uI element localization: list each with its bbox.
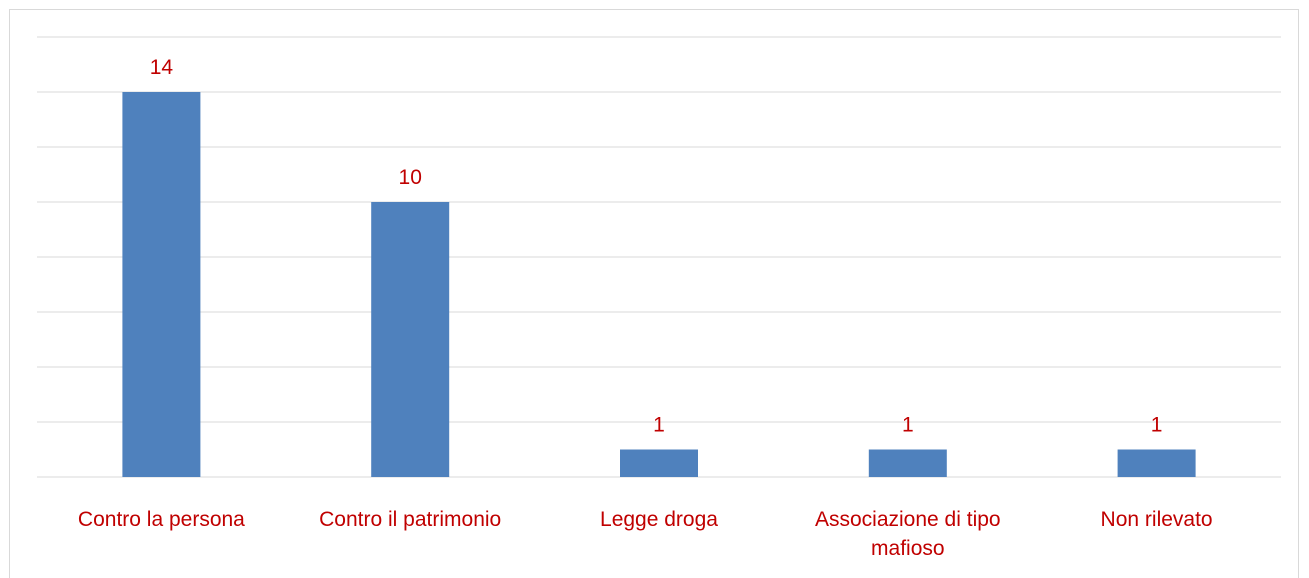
data-label: 1 bbox=[902, 414, 914, 437]
x-tick-label: Associazione di tipo mafioso bbox=[814, 508, 1001, 560]
x-tick-label: Contro la persona bbox=[77, 508, 245, 531]
bar bbox=[122, 92, 201, 477]
x-tick-label: Non rilevato bbox=[1100, 508, 1213, 531]
bar bbox=[1117, 449, 1196, 477]
data-label: 1 bbox=[653, 414, 665, 437]
bar bbox=[371, 202, 450, 477]
bar bbox=[868, 449, 947, 477]
data-label: 14 bbox=[150, 56, 174, 79]
data-label: 10 bbox=[399, 166, 422, 189]
chart-frame bbox=[9, 9, 1299, 578]
bar bbox=[620, 449, 698, 477]
data-label: 1 bbox=[1151, 414, 1163, 437]
x-tick-label: Contro il patrimonio bbox=[319, 508, 502, 531]
x-tick-label: Legge droga bbox=[600, 508, 718, 531]
